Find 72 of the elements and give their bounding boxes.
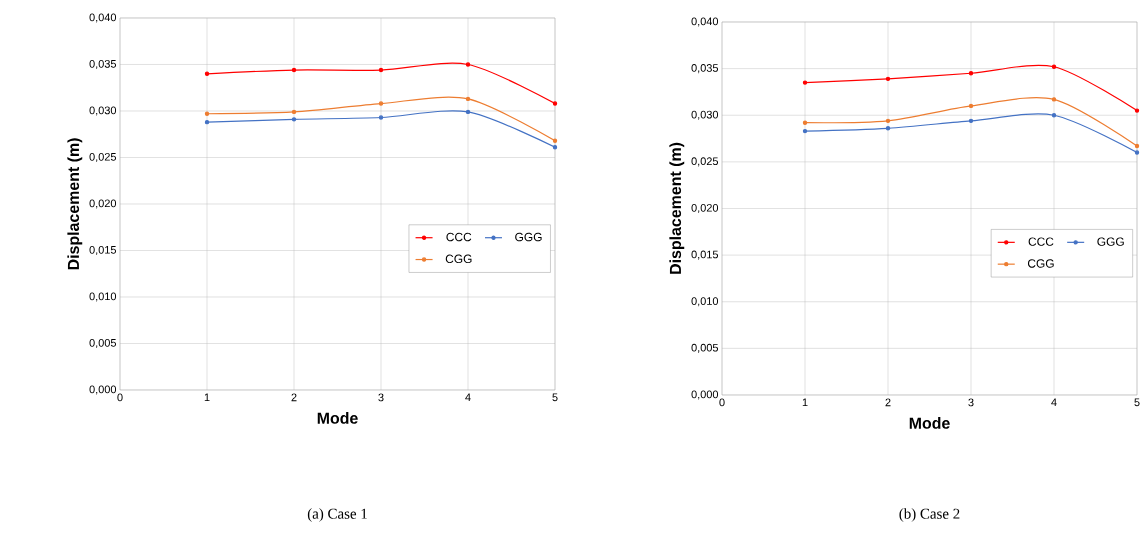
legend-label: CGG [445,254,472,264]
legend-label: GGG [1097,237,1124,246]
point [465,96,471,102]
point [1134,108,1140,113]
point [552,145,558,150]
point [291,117,297,122]
y-tick-label: 0,040 [691,17,719,27]
y-tick-label: 0,010 [691,297,719,307]
point [1134,150,1140,155]
text: (b) Case 2 [899,508,960,522]
y-axis-title: Displacement (m) [669,142,685,274]
x-axis-title: Mode [317,412,358,424]
point [968,71,974,76]
point [204,119,210,125]
x-tick-label: 3 [378,393,384,402]
legend-label: CGG [1027,259,1054,268]
point [291,67,297,73]
point [885,76,891,82]
point [552,138,558,143]
x-tick-label: 1 [802,398,808,407]
x-tick-label: 1 [204,393,210,402]
y-tick-label: 0,000 [691,390,719,400]
point [802,80,808,85]
y-tick-label: 0,015 [691,250,719,260]
x-axis-title: Mode [909,417,950,429]
point [378,115,384,120]
x-tick-label: 5 [552,393,558,402]
point [1051,113,1057,118]
point [1051,97,1057,102]
point [378,101,384,106]
x-tick-label: 4 [465,393,471,402]
x-tick-label: 4 [1051,398,1057,407]
x-tick-label: 2 [885,398,891,407]
y-tick-label: 0,025 [691,157,719,167]
y-tick-label: 0,005 [691,343,719,353]
point [968,118,974,124]
y-tick-label: 0,020 [89,199,117,209]
point [1051,64,1057,69]
point [552,101,558,106]
y-tick-label: 0,020 [691,203,719,214]
point [885,118,891,124]
y-tick-label: 0,010 [89,292,117,302]
legend-label: CCC [1028,237,1054,246]
point [204,111,210,116]
y-tick-label: 0,040 [89,13,117,23]
text: (a) Case 1 [307,508,367,522]
y-tick-label: 0,005 [89,338,117,349]
y-tick-label: 0,030 [691,110,719,120]
point [802,128,808,134]
point [802,120,808,125]
y-tick-label: 0,035 [691,64,719,74]
y-tick-label: 0,000 [89,385,117,395]
point [465,109,471,115]
x-tick-label: 0 [117,393,123,402]
x-tick-label: 0 [719,398,725,407]
y-tick-label: 0,015 [89,245,117,256]
legend-label: CCC [446,232,472,242]
x-tick-label: 2 [291,393,297,402]
point [465,62,471,67]
legend-label: GGG [515,232,542,242]
y-tick-label: 0,035 [89,59,117,70]
x-tick-label: 3 [968,398,974,407]
y-axis-title: Displacement (m) [67,138,83,270]
y-tick-label: 0,025 [89,152,117,163]
point [378,67,384,73]
y-tick-label: 0,030 [89,106,117,116]
point [291,109,297,115]
point [1134,143,1140,149]
point [204,71,210,76]
point [885,126,891,131]
point [968,103,974,109]
x-tick-label: 5 [1134,398,1140,407]
